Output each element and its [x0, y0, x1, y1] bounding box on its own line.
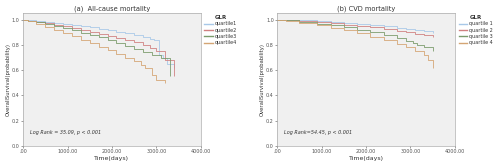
Text: Log Rank = 35.09, p < 0.001: Log Rank = 35.09, p < 0.001 [30, 130, 102, 135]
Title: (b) CVD mortality: (b) CVD mortality [337, 6, 395, 12]
Legend: quartile 1, quartile 2, quartile 3, quartile 4: quartile 1, quartile 2, quartile 3, quar… [456, 13, 494, 47]
Y-axis label: OverallSurvival(probability): OverallSurvival(probability) [6, 43, 10, 116]
X-axis label: Time(days): Time(days) [348, 156, 384, 161]
X-axis label: Time(days): Time(days) [94, 156, 130, 161]
Legend: quartile1, quartile2, quartile3, quartile4: quartile1, quartile2, quartile3, quartil… [202, 13, 239, 47]
Title: (a)  All-cause mortality: (a) All-cause mortality [74, 6, 150, 12]
Text: Log Rank=54.45, p < 0.001: Log Rank=54.45, p < 0.001 [284, 130, 352, 135]
Y-axis label: OverallSurvival(probability): OverallSurvival(probability) [260, 43, 264, 116]
